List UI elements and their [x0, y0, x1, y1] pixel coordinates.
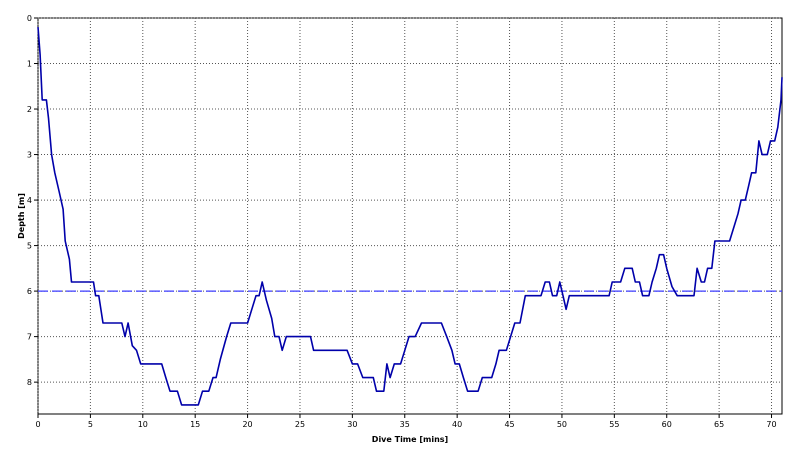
y-tick-label: 6	[27, 287, 32, 296]
x-gridlines	[37, 18, 773, 414]
x-tick-label: 55	[609, 420, 619, 429]
x-tick-label: 60	[662, 420, 672, 429]
x-tick-marks	[37, 414, 773, 418]
x-tick-label: 30	[347, 420, 357, 429]
x-tick-label: 40	[452, 420, 462, 429]
series-group	[37, 27, 783, 406]
y-tick-label: 1	[27, 60, 32, 69]
x-axis-title: Dive Time [mins]	[372, 435, 448, 444]
depth-profile-line	[37, 27, 783, 406]
x-tick-label: 45	[504, 420, 514, 429]
x-tick-label: 65	[714, 420, 724, 429]
y-tick-label: 2	[27, 105, 32, 114]
y-tick-label: 0	[27, 14, 32, 23]
x-tick-label: 0	[35, 420, 40, 429]
y-tick-label: 3	[27, 151, 32, 160]
x-tick-label: 10	[138, 420, 148, 429]
plot-area	[37, 17, 783, 415]
y-tick-label: 8	[27, 378, 32, 387]
y-tick-labels: 0 1 2 3 4 5 6 7 8	[27, 14, 32, 387]
x-tick-label: 5	[88, 420, 93, 429]
x-tick-label: 35	[400, 420, 410, 429]
x-tick-label: 50	[557, 420, 567, 429]
x-tick-label: 20	[242, 420, 252, 429]
x-tick-label: 15	[190, 420, 200, 429]
y-tick-label: 7	[27, 333, 32, 342]
x-tick-label: 25	[295, 420, 305, 429]
x-tick-label: 70	[766, 420, 776, 429]
y-axis-title: Depth [m]	[17, 193, 26, 239]
y-tick-label: 4	[27, 196, 32, 205]
y-tick-label: 5	[27, 242, 32, 251]
y-tick-marks	[34, 17, 38, 383]
x-tick-labels: 0 5 10 15 20 25 30 35 40 45 50 55 60 65 70	[35, 420, 776, 429]
